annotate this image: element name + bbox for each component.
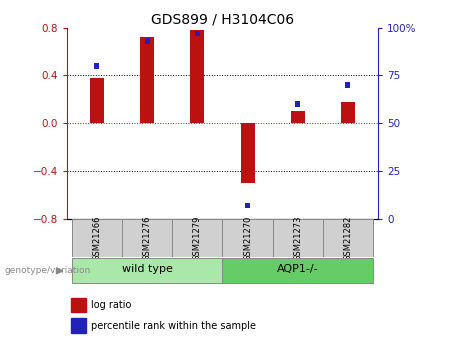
- Bar: [223, 258, 373, 283]
- Bar: [172, 219, 223, 257]
- Bar: [71, 318, 86, 333]
- Bar: [122, 219, 172, 257]
- Bar: [295, 101, 300, 107]
- Bar: [72, 258, 223, 283]
- Bar: [245, 203, 250, 208]
- Bar: [71, 298, 86, 312]
- Text: AQP1-/-: AQP1-/-: [277, 265, 319, 274]
- Text: GSM21279: GSM21279: [193, 215, 202, 261]
- Bar: [291, 111, 305, 123]
- Bar: [195, 31, 200, 36]
- Title: GDS899 / H3104C06: GDS899 / H3104C06: [151, 12, 294, 27]
- Bar: [95, 63, 100, 69]
- Bar: [323, 219, 373, 257]
- Bar: [341, 102, 355, 123]
- Bar: [345, 82, 350, 88]
- Bar: [190, 30, 204, 123]
- Bar: [145, 38, 150, 44]
- Bar: [223, 219, 272, 257]
- Bar: [140, 37, 154, 123]
- Bar: [72, 219, 122, 257]
- Text: GSM21282: GSM21282: [343, 215, 352, 261]
- Bar: [241, 123, 254, 183]
- Text: percentile rank within the sample: percentile rank within the sample: [91, 321, 256, 331]
- Text: log ratio: log ratio: [91, 300, 131, 310]
- Text: wild type: wild type: [122, 265, 172, 274]
- Text: GSM21273: GSM21273: [293, 215, 302, 261]
- Text: GSM21266: GSM21266: [93, 215, 101, 261]
- Bar: [90, 78, 104, 123]
- Text: GSM21270: GSM21270: [243, 215, 252, 261]
- Text: genotype/variation: genotype/variation: [5, 266, 91, 275]
- Text: GSM21276: GSM21276: [142, 215, 152, 261]
- Bar: [272, 219, 323, 257]
